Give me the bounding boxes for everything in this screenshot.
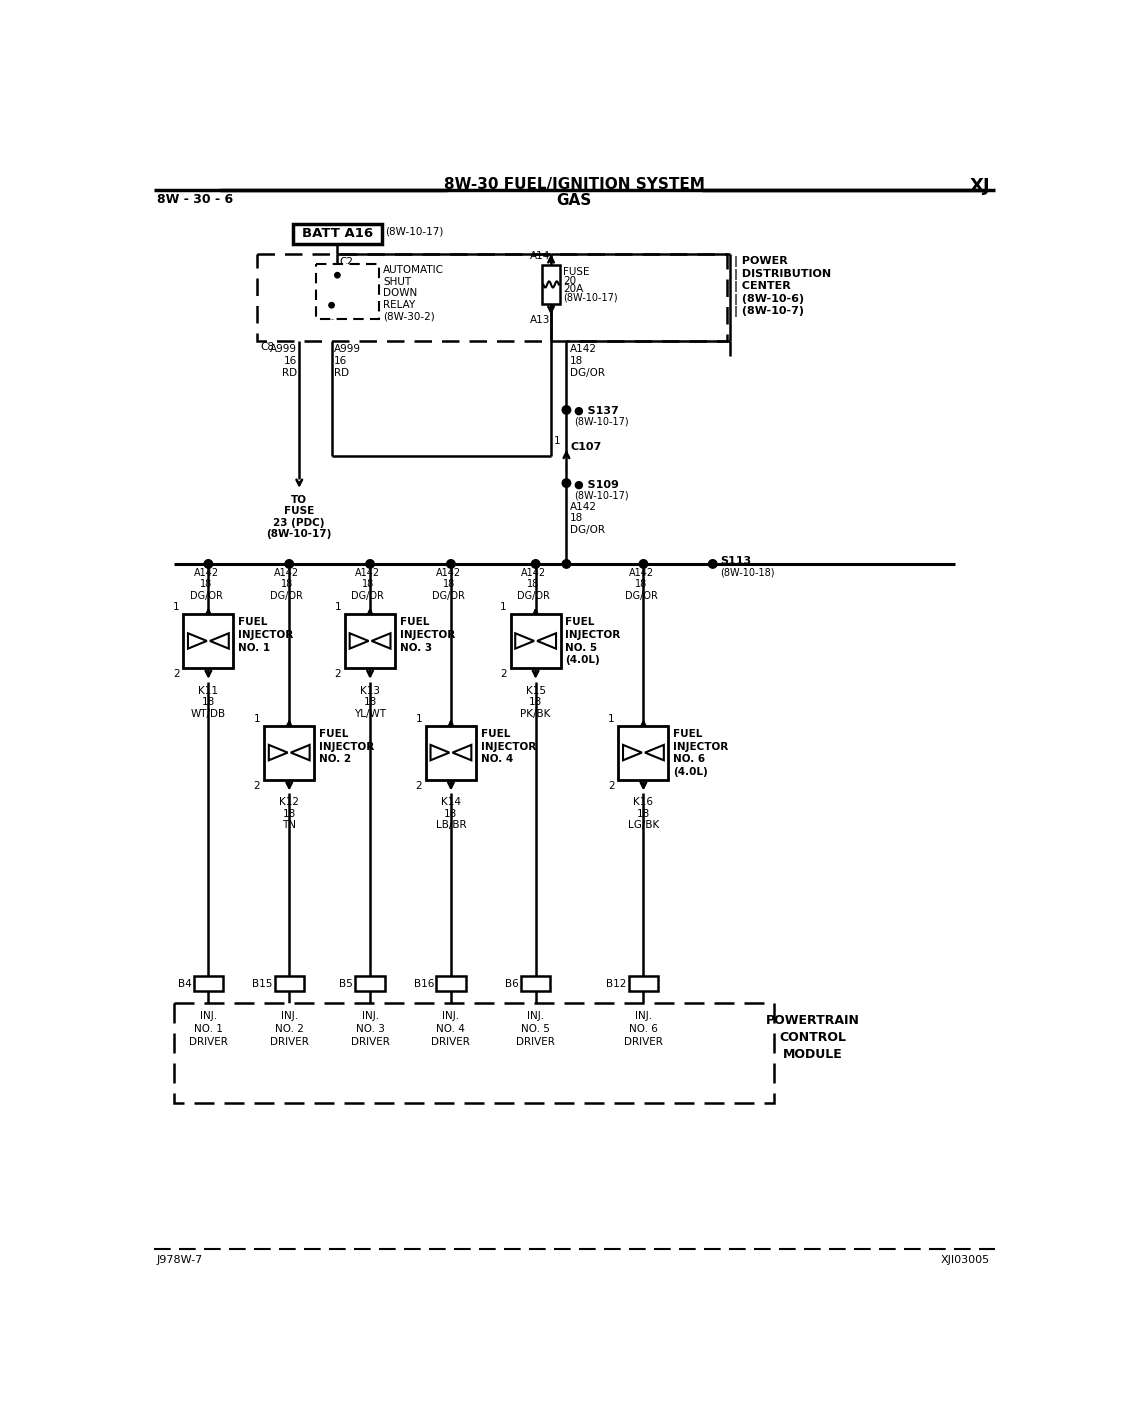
Text: XJ: XJ [970, 177, 990, 195]
Polygon shape [430, 745, 450, 761]
Text: 2: 2 [416, 781, 421, 791]
Text: 2: 2 [173, 669, 179, 679]
Text: INJ.
NO. 5
DRIVER: INJ. NO. 5 DRIVER [516, 1010, 555, 1047]
Text: 2: 2 [334, 669, 341, 679]
Text: INJ.
NO. 6
DRIVER: INJ. NO. 6 DRIVER [624, 1010, 663, 1047]
Text: (8W-10-17): (8W-10-17) [574, 417, 629, 427]
Text: A142
18
DG/OR: A142 18 DG/OR [624, 568, 658, 601]
Polygon shape [537, 634, 556, 649]
Text: C2: C2 [340, 257, 353, 267]
Text: 1: 1 [253, 714, 260, 723]
Text: POWERTRAIN
CONTROL
MODULE: POWERTRAIN CONTROL MODULE [766, 1015, 860, 1062]
Bar [619, 726, 668, 779]
Bar [345, 614, 395, 668]
Text: A142
18
DG/OR: A142 18 DG/OR [351, 568, 385, 601]
Text: K15
18
PK/BK: K15 18 PK/BK [520, 685, 550, 719]
Text: K14
18
LB/BR: K14 18 LB/BR [436, 798, 466, 831]
Circle shape [563, 559, 571, 568]
Bar [355, 976, 385, 992]
Polygon shape [210, 634, 229, 649]
Text: INJ.
NO. 3
DRIVER: INJ. NO. 3 DRIVER [351, 1010, 389, 1047]
Bar [174, 1003, 775, 1103]
Circle shape [563, 405, 571, 414]
Text: (8W-10-17): (8W-10-17) [574, 489, 629, 499]
Text: S113: S113 [721, 557, 751, 567]
Text: 1: 1 [416, 714, 421, 723]
Text: K12
18
TN: K12 18 TN [279, 798, 299, 831]
Text: A142
18
DG/OR: A142 18 DG/OR [571, 344, 605, 378]
Text: C2: C2 [201, 979, 216, 989]
Bar [194, 976, 223, 992]
Text: C107: C107 [571, 442, 602, 452]
Bar [275, 976, 304, 992]
Text: J978W-7: J978W-7 [157, 1256, 203, 1266]
Text: BATT A16: BATT A16 [302, 227, 373, 240]
Text: A142
18
DG/OR: A142 18 DG/OR [433, 568, 465, 601]
Text: C2: C2 [444, 979, 458, 989]
Text: (8W-10-18): (8W-10-18) [721, 567, 775, 577]
Bar [265, 726, 314, 779]
Text: AUTOMATIC
SHUT
DOWN
RELAY
(8W-30-2): AUTOMATIC SHUT DOWN RELAY (8W-30-2) [383, 265, 444, 321]
Polygon shape [372, 634, 390, 649]
Text: A142
18
DG/OR: A142 18 DG/OR [270, 568, 304, 601]
Polygon shape [623, 745, 642, 761]
Text: A14: A14 [529, 251, 549, 261]
Text: K16
18
LG/BK: K16 18 LG/BK [628, 798, 659, 831]
Polygon shape [453, 745, 471, 761]
Text: TO
FUSE
23 (PDC)
(8W-10-17): TO FUSE 23 (PDC) (8W-10-17) [267, 495, 332, 539]
Text: | POWER
| DISTRIBUTION
| CENTER
| (8W-10-6)
| (8W-10-7): | POWER | DISTRIBUTION | CENTER | (8W-10… [733, 255, 831, 317]
Bar [521, 976, 550, 992]
Text: FUEL
INJECTOR
NO. 1: FUEL INJECTOR NO. 1 [238, 616, 294, 652]
Polygon shape [269, 745, 288, 761]
Polygon shape [645, 745, 664, 761]
Bar [184, 614, 233, 668]
Circle shape [563, 479, 571, 488]
Text: 2: 2 [253, 781, 260, 791]
Bar [629, 976, 658, 992]
Text: B15: B15 [252, 979, 272, 989]
Text: FUEL
INJECTOR
NO. 4: FUEL INJECTOR NO. 4 [481, 729, 536, 765]
Bar [436, 976, 465, 992]
Text: C2: C2 [362, 979, 378, 989]
Circle shape [335, 273, 340, 278]
Text: K11
18
WT/DB: K11 18 WT/DB [191, 685, 226, 719]
Text: A999
16
RD: A999 16 RD [334, 344, 361, 378]
Circle shape [204, 559, 213, 568]
Text: INJ.
NO. 4
DRIVER: INJ. NO. 4 DRIVER [432, 1010, 471, 1047]
Text: ● S137: ● S137 [574, 407, 619, 417]
Text: B5: B5 [340, 979, 353, 989]
Text: B12: B12 [606, 979, 627, 989]
Circle shape [446, 559, 455, 568]
Circle shape [531, 559, 540, 568]
Circle shape [708, 559, 717, 568]
Text: FUEL
INJECTOR
NO. 3: FUEL INJECTOR NO. 3 [400, 616, 455, 652]
Text: (8W-10-17): (8W-10-17) [386, 227, 444, 237]
Text: 1: 1 [173, 602, 179, 612]
Text: A999
16
RD: A999 16 RD [270, 344, 297, 378]
Text: 1: 1 [608, 714, 614, 723]
Circle shape [328, 303, 334, 308]
Bar [293, 224, 381, 244]
Text: A142
18
DG/OR: A142 18 DG/OR [571, 501, 605, 535]
Text: C8: C8 [261, 342, 275, 352]
Text: B6: B6 [504, 979, 519, 989]
Text: XJI03005: XJI03005 [941, 1256, 990, 1266]
Text: 1: 1 [554, 437, 560, 447]
Text: B16: B16 [414, 979, 434, 989]
Text: 2: 2 [608, 781, 614, 791]
Text: K13
18
YL/WT: K13 18 YL/WT [354, 685, 386, 719]
Polygon shape [350, 634, 369, 649]
Text: 1: 1 [334, 602, 341, 612]
Text: FUEL
INJECTOR
NO. 5
(4.0L): FUEL INJECTOR NO. 5 (4.0L) [565, 616, 621, 665]
Circle shape [639, 559, 648, 568]
Text: ● S109: ● S109 [574, 479, 619, 489]
Bar [510, 614, 560, 668]
Text: C2: C2 [528, 979, 543, 989]
Text: 20A: 20A [564, 284, 584, 294]
Text: (8W-10-17): (8W-10-17) [564, 293, 618, 303]
Text: GAS: GAS [556, 193, 592, 208]
Polygon shape [516, 634, 534, 649]
Text: A142
18
DG/OR: A142 18 DG/OR [189, 568, 222, 601]
Text: FUSE: FUSE [564, 267, 590, 277]
Circle shape [285, 559, 294, 568]
